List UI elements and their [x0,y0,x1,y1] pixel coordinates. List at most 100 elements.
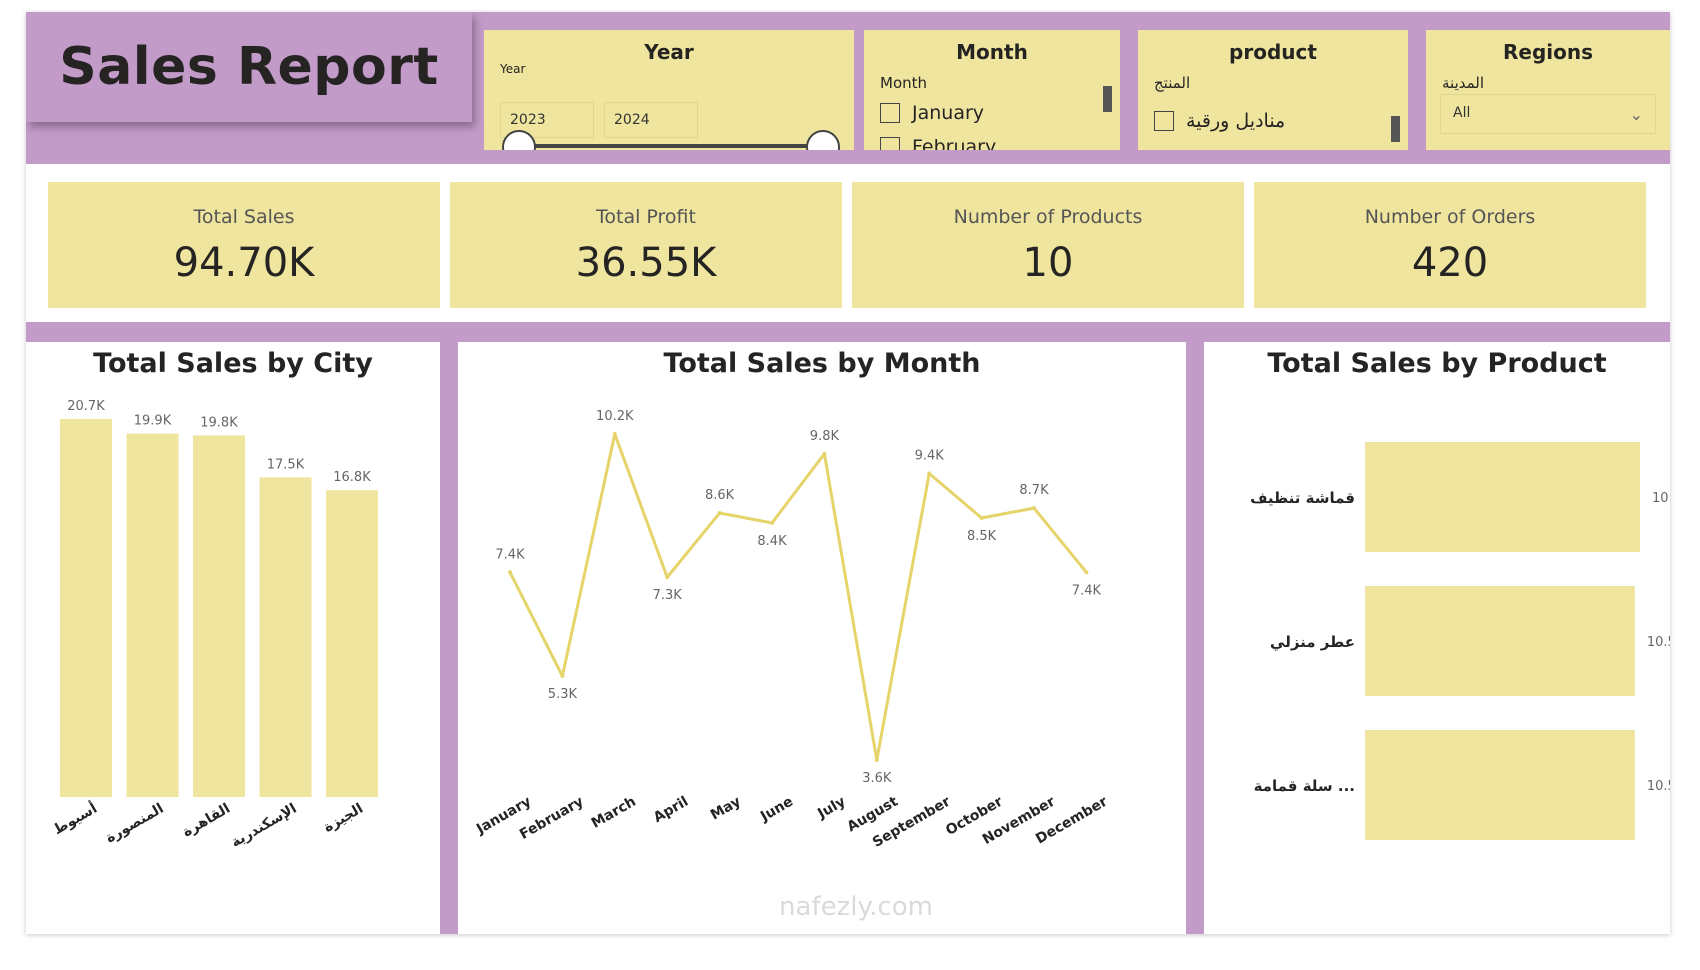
city-bar[interactable] [259,477,312,797]
month-data-label: 10.2K [596,409,634,424]
product-slicer-title: product [1229,40,1317,64]
month-axis-label: June [757,794,796,826]
month-data-point[interactable] [560,674,565,679]
product-bar-chart[interactable]: 10.7K قماشة تنظيف 10.5K عطر منزلي 10.5K سلة ق… [1204,342,1670,934]
panel-separator [440,342,458,934]
kpi-number-of-products: Number of Products 10 [852,182,1244,308]
month-option-february[interactable]: February [880,136,996,150]
month-axis-label: July [814,794,848,823]
kpi-label: Number of Products [953,206,1143,228]
product-chart-panel: Total Sales by Product 10.7Kقماشة تنظيف1… [1204,342,1670,934]
product-option[interactable]: مناديل ورقية [1154,110,1285,132]
month-data-label: 8.7K [1019,483,1049,498]
regions-slicer-title: Regions [1502,40,1594,64]
month-chart-panel: Total Sales by Month 7.4K January 5.3K Febr… [458,342,1186,934]
kpi-label: Number of Orders [1364,206,1536,228]
city-bar-chart[interactable]: 20.7K أسيوط 19.9K المنصورة 19.8K القاهرة 17.5K… [26,342,440,934]
kpi-number-of-orders: Number of Orders 420 [1254,182,1646,308]
checkbox-icon[interactable] [880,103,900,123]
product-data-label: 10.7K [1652,491,1670,506]
product-axis-label: سلة قمامة ... [1254,777,1355,795]
year-to-input[interactable]: 2024 [604,102,698,138]
report-title-card: Sales Report [26,12,472,122]
month-chart-title: Total Sales by Month [663,348,981,379]
month-slicer-title: Month [956,40,1028,64]
city-bar[interactable] [326,490,378,797]
city-data-label: 17.5K [267,457,305,472]
month-data-point[interactable] [979,515,984,520]
month-axis-label: April [651,794,691,827]
city-bar[interactable] [126,433,179,797]
city-axis-label: الجيزة [321,801,366,836]
month-data-label: 8.6K [705,488,735,503]
month-data-label: 5.3K [548,687,578,702]
kpi-area: Total Sales 94.70K Total Profit 36.55K N… [26,164,1670,322]
month-data-label: 7.4K [1072,583,1102,598]
month-data-point[interactable] [927,471,932,476]
city-axis-label: الإسكندرية [228,801,299,851]
chevron-down-icon[interactable]: ⌄ [1629,105,1643,124]
regions-slicer[interactable]: Regions المدينة All ⌄ [1426,30,1670,150]
city-bar[interactable] [60,419,112,797]
city-data-label: 19.8K [200,415,238,430]
kpi-total-profit: Total Profit 36.55K [450,182,842,308]
product-data-label: 10.5K [1647,635,1670,650]
product-scrollbar[interactable] [1391,116,1400,142]
month-data-point[interactable] [612,432,617,436]
month-data-point[interactable] [770,520,774,525]
month-data-point[interactable] [665,575,670,580]
panel-separator [1186,342,1204,934]
regions-dropdown[interactable]: All ⌄ [1440,94,1656,134]
month-data-point[interactable] [1032,506,1036,511]
regions-slicer-subtitle: المدينة [1442,74,1485,92]
product-axis-label: عطر منزلي [1270,633,1355,651]
product-data-label: 10.5K [1647,779,1670,794]
header-band: Sales Report Year Year 2023 2024 Month M… [26,12,1670,164]
month-data-label: 8.5K [967,529,997,544]
report-title: Sales Report [59,37,439,97]
product-chart-title: Total Sales by Product [1267,348,1607,379]
month-option-january[interactable]: January [880,102,984,124]
month-data-point[interactable] [1084,570,1089,575]
product-slicer-subtitle: المنتج [1154,74,1191,92]
year-slider-end-handle[interactable] [806,130,840,150]
kpi-value: 94.70K [173,240,315,286]
month-data-point[interactable] [874,758,879,762]
product-axis-label: قماشة تنظيف [1250,489,1355,507]
product-bar[interactable] [1365,442,1640,552]
month-data-point[interactable] [822,451,827,456]
product-option-label: مناديل ورقية [1186,110,1286,132]
month-sales-line[interactable] [508,432,1088,762]
month-data-label: 7.3K [653,588,683,603]
month-slicer[interactable]: Month Month January February [864,30,1120,150]
year-slicer[interactable]: Year Year 2023 2024 [484,30,854,150]
month-data-label: 9.4K [915,449,945,464]
product-slicer[interactable]: product المنتج مناديل ورقية [1138,30,1408,150]
city-chart-title: Total Sales by City [93,348,373,379]
month-axis-label: May [708,794,744,824]
month-data-point[interactable] [508,570,512,575]
city-data-label: 19.9K [134,414,172,429]
month-scrollbar[interactable] [1103,86,1112,112]
checkbox-icon[interactable] [880,137,900,150]
year-slider-track[interactable] [520,144,824,148]
city-data-label: 16.8K [333,470,371,485]
checkbox-icon[interactable] [1154,111,1174,131]
city-bar[interactable] [193,435,245,797]
kpi-value: 420 [1411,240,1489,286]
city-axis-label: القاهرة [180,801,233,841]
city-axis-label: المنصورة [103,801,166,847]
city-data-label: 20.7K [67,399,105,414]
month-data-point[interactable] [717,511,722,516]
regions-dropdown-value: All [1453,105,1471,121]
year-slicer-title: Year [644,40,694,64]
kpi-label: Total Sales [193,206,295,228]
product-bar[interactable] [1365,586,1635,696]
watermark: nafezly.com [779,892,933,922]
year-slicer-subtitle: Year [500,62,526,76]
kpi-label: Total Profit [596,206,696,228]
dashboard: Sales Report Year Year 2023 2024 Month M… [26,12,1670,934]
kpi-value: 36.55K [575,240,717,286]
product-bar[interactable] [1365,730,1635,840]
month-line-chart[interactable]: 7.4KJanuary5.3KFebruary10.2KMarch7.3KApr… [458,342,1186,934]
